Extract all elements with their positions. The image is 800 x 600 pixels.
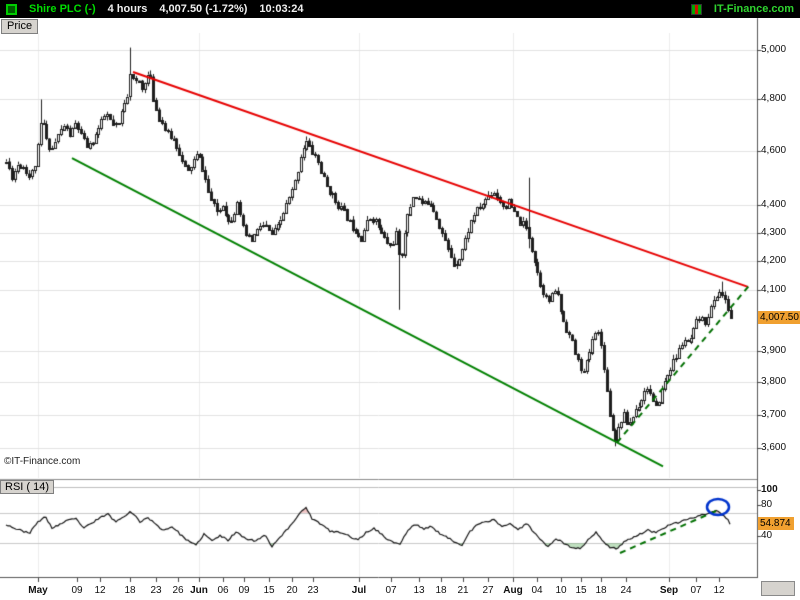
time-tick-label: Jul (351, 585, 367, 596)
price-tick-label: 4,200 (761, 255, 787, 266)
rsi-indicator-label[interactable]: RSI ( 14) (0, 480, 55, 494)
rsi-tick-label: 40 (761, 530, 773, 541)
price-tick-label: 4,600 (761, 145, 787, 156)
time-tick-label: 23 (307, 585, 319, 596)
axis-settings-button[interactable] (761, 581, 795, 596)
price-tick-label: 5,000 (761, 44, 787, 55)
time-tick-label: 12 (713, 585, 725, 596)
price-tick-label: 3,800 (761, 376, 787, 387)
time-tick-label: 06 (217, 585, 229, 596)
app-icon (6, 3, 17, 15)
price-tick-label: 4,100 (761, 284, 787, 295)
time-tick-label: Aug (503, 585, 523, 596)
time-tick-label: Sep (659, 585, 679, 596)
price-tick-label: 3,900 (761, 345, 787, 356)
last-price-tag: 4,007.50 (758, 311, 800, 324)
time-tick-label: 09 (238, 585, 250, 596)
time-tick-label: 04 (531, 585, 543, 596)
time-tick-label: 18 (595, 585, 607, 596)
symbol-name: Shire PLC (-) (29, 3, 96, 15)
time-tick-label: 23 (150, 585, 162, 596)
tab-price[interactable]: Price (1, 19, 39, 34)
time-tick-label: 20 (286, 585, 298, 596)
price-tick-label: 4,800 (761, 93, 787, 104)
brand-label: IT-Finance.com (713, 3, 794, 15)
time-tick-label: 12 (94, 585, 106, 596)
time-tick-label: 07 (385, 585, 397, 596)
timeframe-label: 4 hours (107, 3, 148, 15)
price-tick-label: 4,300 (761, 227, 787, 238)
rsi-tick-label: 100 (761, 484, 778, 495)
time-tick-label: 15 (263, 585, 275, 596)
time-tick-label: 10 (555, 585, 567, 596)
price-tick-label: 3,600 (761, 442, 787, 453)
time-tick-label: 26 (172, 585, 184, 596)
rsi-value-tag: 54.874 (758, 517, 794, 530)
time-tick-label: 13 (413, 585, 425, 596)
price-tick-label: 3,700 (761, 409, 787, 420)
quote-label: 4,007.50 (-1.72%) (159, 3, 248, 15)
clock-label: 10:03:24 (259, 3, 304, 15)
time-tick-label: May (28, 585, 48, 596)
brand-icon (690, 3, 702, 15)
time-tick-label: 24 (620, 585, 632, 596)
time-tick-label: 09 (71, 585, 83, 596)
rsi-tick-label: 80 (761, 499, 773, 510)
time-tick-label: 21 (457, 585, 469, 596)
time-tick-label: Jun (190, 585, 208, 596)
price-tick-label: 4,400 (761, 199, 787, 210)
time-tick-label: 18 (435, 585, 447, 596)
time-tick-label: 07 (690, 585, 702, 596)
time-tick-label: 15 (575, 585, 587, 596)
time-tick-label: 18 (124, 585, 136, 596)
time-tick-label: 27 (482, 585, 494, 596)
title-bar: Shire PLC (-) 4 hours 4,007.50 (-1.72%) … (0, 0, 800, 18)
watermark: ©IT-Finance.com (4, 456, 81, 467)
